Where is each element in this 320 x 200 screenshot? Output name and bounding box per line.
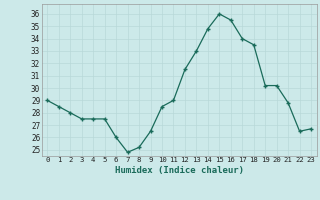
X-axis label: Humidex (Indice chaleur): Humidex (Indice chaleur) (115, 166, 244, 175)
